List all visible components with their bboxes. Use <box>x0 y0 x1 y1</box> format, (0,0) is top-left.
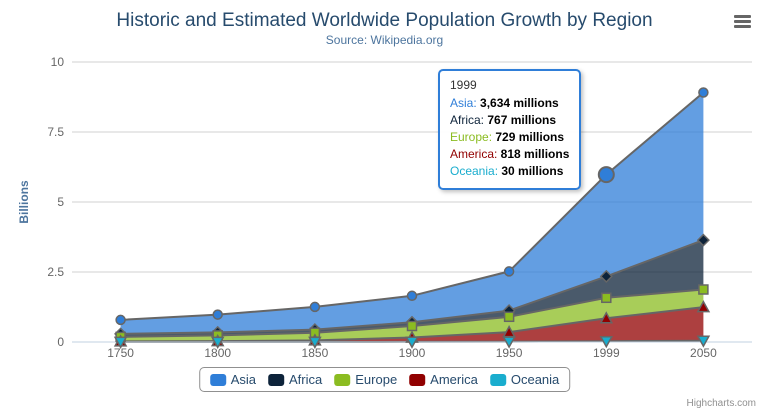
chart-subtitle: Source: Wikipedia.org <box>325 33 444 47</box>
tooltip-row-america: America: 818 millions <box>450 147 570 161</box>
marker-asia-1900[interactable] <box>406 290 418 302</box>
marker-europe-1950[interactable] <box>503 311 515 323</box>
hamburger-icon <box>734 15 751 18</box>
x-axis-label-1850: 1850 <box>302 346 329 360</box>
marker-asia-2050[interactable] <box>698 87 709 98</box>
legend-item-america[interactable]: America <box>409 372 478 387</box>
marker-oceania-1850[interactable] <box>308 336 322 349</box>
marker-europe-1999[interactable] <box>601 292 612 304</box>
legend-swatch-oceania <box>489 373 506 386</box>
y-axis-label-2.5: 2.5 <box>47 265 64 279</box>
legend-swatch-america <box>409 373 426 386</box>
legend: Asia Africa Europe America Oceania <box>198 367 571 392</box>
y-axis-label-7.5: 7.5 <box>47 125 64 139</box>
marker-asia-1850[interactable] <box>309 301 321 313</box>
hamburger-icon <box>734 20 751 23</box>
legend-swatch-asia <box>209 373 226 386</box>
marker-asia-1999[interactable] <box>597 166 615 184</box>
tooltip-row-oceania: Oceania: 30 millions <box>450 164 564 178</box>
area-asia[interactable] <box>120 92 704 334</box>
highcharts-credit-link[interactable]: Highcharts.com <box>686 398 756 409</box>
marker-oceania-1750[interactable] <box>113 336 128 349</box>
marker-oceania-1800[interactable] <box>210 336 225 349</box>
tooltip-row-africa: Africa: 767 millions <box>450 113 557 127</box>
legend-swatch-africa <box>268 373 285 386</box>
tooltip-row-europe: Europe: 729 millions <box>450 130 565 144</box>
hamburger-icon <box>734 25 751 28</box>
chart-title: Historic and Estimated Worldwide Populat… <box>116 10 653 31</box>
legend-item-oceania[interactable]: Oceania <box>489 372 560 387</box>
x-axis-label-1900: 1900 <box>399 346 426 360</box>
legend-item-africa[interactable]: Africa <box>268 372 322 387</box>
marker-africa-2050[interactable] <box>696 233 710 247</box>
x-axis-label-1750: 1750 <box>107 346 134 360</box>
y-axis-label-0: 0 <box>57 335 64 349</box>
legend-item-europe[interactable]: Europe <box>334 372 397 387</box>
export-menu-button[interactable] <box>734 15 754 31</box>
marker-asia-1750[interactable] <box>115 314 126 326</box>
x-axis-label-1800: 1800 <box>204 346 231 360</box>
area-africa[interactable] <box>120 240 704 337</box>
y-axis-label-10: 10 <box>51 55 65 69</box>
area-america[interactable] <box>120 307 704 342</box>
marker-africa-1999[interactable] <box>599 269 613 283</box>
legend-swatch-europe <box>334 373 351 386</box>
tooltip-row-asia: Asia: 3,634 millions <box>450 96 559 110</box>
legend-label: Europe <box>355 372 398 387</box>
legend-label: Africa <box>289 372 323 387</box>
marker-europe-2050[interactable] <box>698 284 709 295</box>
marker-asia-1950[interactable] <box>503 266 515 277</box>
marker-oceania-2050[interactable] <box>696 335 711 348</box>
legend-label: Oceania <box>510 372 560 387</box>
marker-asia-1800[interactable] <box>212 309 223 320</box>
tooltip: 1999 Asia: 3,634 millions Africa: 767 mil… <box>438 69 582 190</box>
x-axis-label-2050: 2050 <box>690 346 717 360</box>
marker-oceania-1950[interactable] <box>502 336 516 349</box>
marker-oceania-1900[interactable] <box>405 336 419 349</box>
marker-oceania-1999[interactable] <box>599 335 614 349</box>
x-axis-label-1999: 1999 <box>593 346 620 360</box>
legend-item-asia[interactable]: Asia <box>209 372 257 387</box>
tooltip-header: 1999 <box>450 78 477 92</box>
legend-label: America <box>430 372 478 387</box>
marker-america-1999[interactable] <box>599 311 614 324</box>
marker-america-2050[interactable] <box>696 300 711 313</box>
legend-label: Asia <box>230 372 257 387</box>
y-axis-label-5: 5 <box>57 195 64 209</box>
x-axis-label-1950: 1950 <box>496 346 523 360</box>
marker-europe-1900[interactable] <box>406 320 418 332</box>
y-axis-title: Billions <box>17 180 31 224</box>
